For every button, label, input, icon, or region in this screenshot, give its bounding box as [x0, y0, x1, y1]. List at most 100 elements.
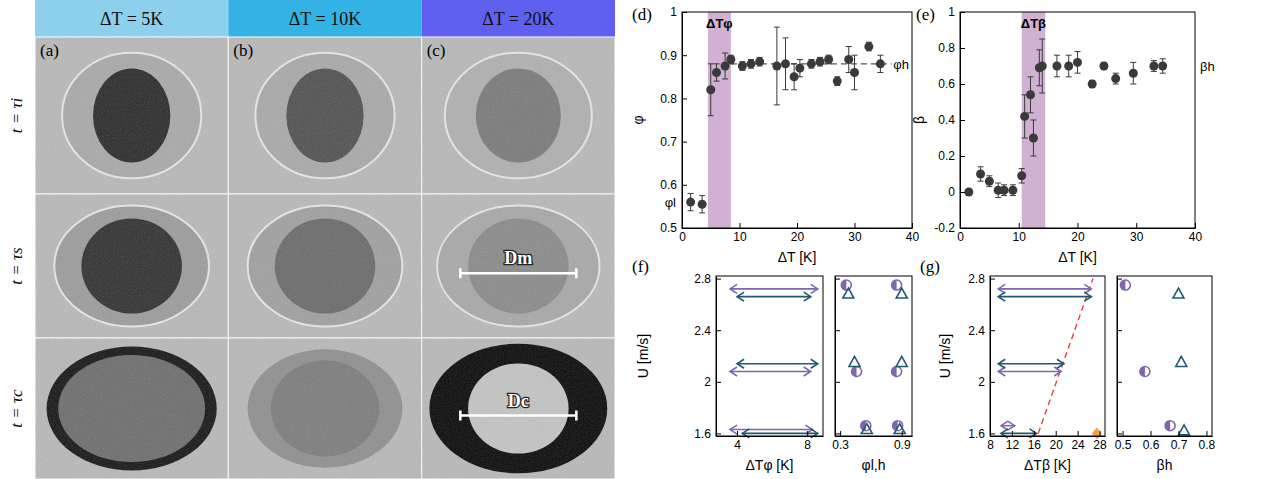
marker-shape: [712, 68, 721, 77]
y-tick-label: 0.6: [938, 77, 955, 91]
band-label: ΔTβ: [1021, 16, 1046, 31]
y-tick-label: 2.8: [968, 272, 985, 286]
x-axis-title: φl,h: [862, 457, 886, 473]
marker-fill: [1120, 280, 1125, 290]
x-tick-label: 28: [1093, 438, 1107, 452]
arrow-shaft: [737, 296, 811, 298]
x-tick-mark: [855, 223, 856, 228]
y-tick-label: 0.8: [938, 41, 955, 55]
marker-shape: [1099, 62, 1108, 71]
marker-shape: [849, 356, 860, 366]
y-tick: 2.8: [694, 272, 721, 286]
y-tick: 0.4: [938, 113, 965, 127]
x-tick: 8: [804, 431, 811, 452]
x-tick-mark: [1206, 431, 1207, 436]
arrow-heads: [730, 367, 811, 376]
marker-shape: [795, 64, 804, 73]
y-tick-mark: [1117, 279, 1122, 280]
y-tick-mark: [682, 12, 687, 13]
y-tick-mark: [1117, 330, 1122, 331]
x-axis-title: ΔTβ [K]: [1024, 457, 1071, 473]
y-tick-label: 1: [670, 5, 677, 19]
y-tick: 0.5: [660, 221, 687, 235]
data-point: [1052, 62, 1061, 71]
y-tick-label: 2.4: [694, 324, 711, 338]
column-header: [228, 0, 421, 37]
x-tick: 24: [1071, 431, 1085, 452]
x-tick: 40: [906, 223, 920, 244]
y-tick-label: -0.2: [934, 221, 955, 235]
plot-area: [1120, 280, 1189, 435]
chart-panel: 0.50.60.70.8βh: [1115, 276, 1216, 473]
plot-area: [964, 12, 1167, 228]
y-tick-mark: [835, 382, 840, 383]
data-point: [852, 366, 862, 376]
x-tick-mark: [912, 223, 913, 228]
marker-fill: [892, 280, 897, 290]
row-label: t = τc: [7, 389, 26, 428]
plot-frame: [1117, 276, 1212, 436]
x-tick-mark: [1100, 431, 1101, 436]
x-tick: 0.8: [1199, 431, 1216, 452]
arrow-shaft: [730, 429, 812, 431]
x-tick-mark: [740, 223, 741, 228]
y-tick-mark: [682, 98, 687, 99]
photo-grain: [35, 37, 615, 479]
x-tick-label: 20: [1071, 230, 1085, 244]
y-tick: [1117, 330, 1122, 331]
data-point: [896, 356, 907, 366]
y-tick: 2.4: [694, 324, 721, 338]
y-tick-label: 0.8: [660, 92, 677, 106]
column-title: ΔT = 10K: [289, 9, 361, 29]
x-tick-label: 10: [1013, 230, 1027, 244]
marker-shape: [1176, 356, 1187, 366]
data-point: [850, 68, 859, 77]
y-tick-label: 2.8: [694, 272, 711, 286]
measure-line: [460, 268, 576, 278]
marker-shape: [1173, 288, 1184, 298]
data-point: [985, 177, 994, 186]
x-tick-label: 24: [1071, 438, 1085, 452]
arrow-shaft: [998, 296, 1091, 298]
x-tick-mark: [840, 431, 841, 436]
marker-shape: [876, 59, 885, 68]
marker-shape: [844, 55, 853, 64]
x-tick-mark: [1019, 223, 1020, 228]
marker-fill: [852, 366, 857, 376]
marker-shape: [976, 170, 985, 179]
x-tick-label: 0: [957, 230, 964, 244]
y-axis-line: [1117, 277, 1118, 437]
data-point: [1099, 62, 1108, 71]
y-tick-mark: [835, 330, 840, 331]
row-label: t = τs: [7, 247, 26, 285]
measure-label: Dc: [508, 391, 529, 411]
marker-shape: [1038, 62, 1047, 71]
chart-panel: 0102030400.50.60.70.80.91ΔT [K]φ(d)ΔTφφl…: [630, 5, 919, 265]
y-tick: 1: [670, 5, 687, 19]
marker-fill: [892, 366, 897, 376]
chart-panel: 812162024281.622.42.8ΔTβ [K]U [m/s](g): [920, 257, 1107, 473]
y-tick: [835, 279, 840, 280]
data-point: [698, 200, 707, 209]
y-axis: [1117, 277, 1122, 437]
measure-label: Dm: [504, 248, 532, 268]
y-axis-line: [716, 277, 717, 437]
data-point: [976, 170, 985, 179]
y-tick: 0.2: [938, 149, 965, 163]
level-label: βh: [1200, 59, 1215, 74]
y-tick-label: 2: [978, 375, 985, 389]
band-label: ΔTφ: [706, 16, 733, 31]
data-point: [841, 280, 851, 290]
x-tick-mark: [1078, 223, 1079, 228]
data-point: [1000, 186, 1009, 195]
figure: ΔT = 5KΔT = 10KΔT = 20Kt = τit = τst = τ…: [0, 0, 1265, 479]
x-tick-label: 0.9: [894, 438, 911, 452]
arrow-shaft: [998, 371, 1061, 373]
y-tick: [1117, 382, 1122, 383]
plot-area: [686, 12, 892, 228]
marker-shape: [772, 62, 781, 71]
data-point: [892, 280, 902, 290]
x-tick-label: 30: [848, 230, 862, 244]
data-point: [892, 366, 902, 376]
y-tick-mark: [835, 433, 840, 434]
